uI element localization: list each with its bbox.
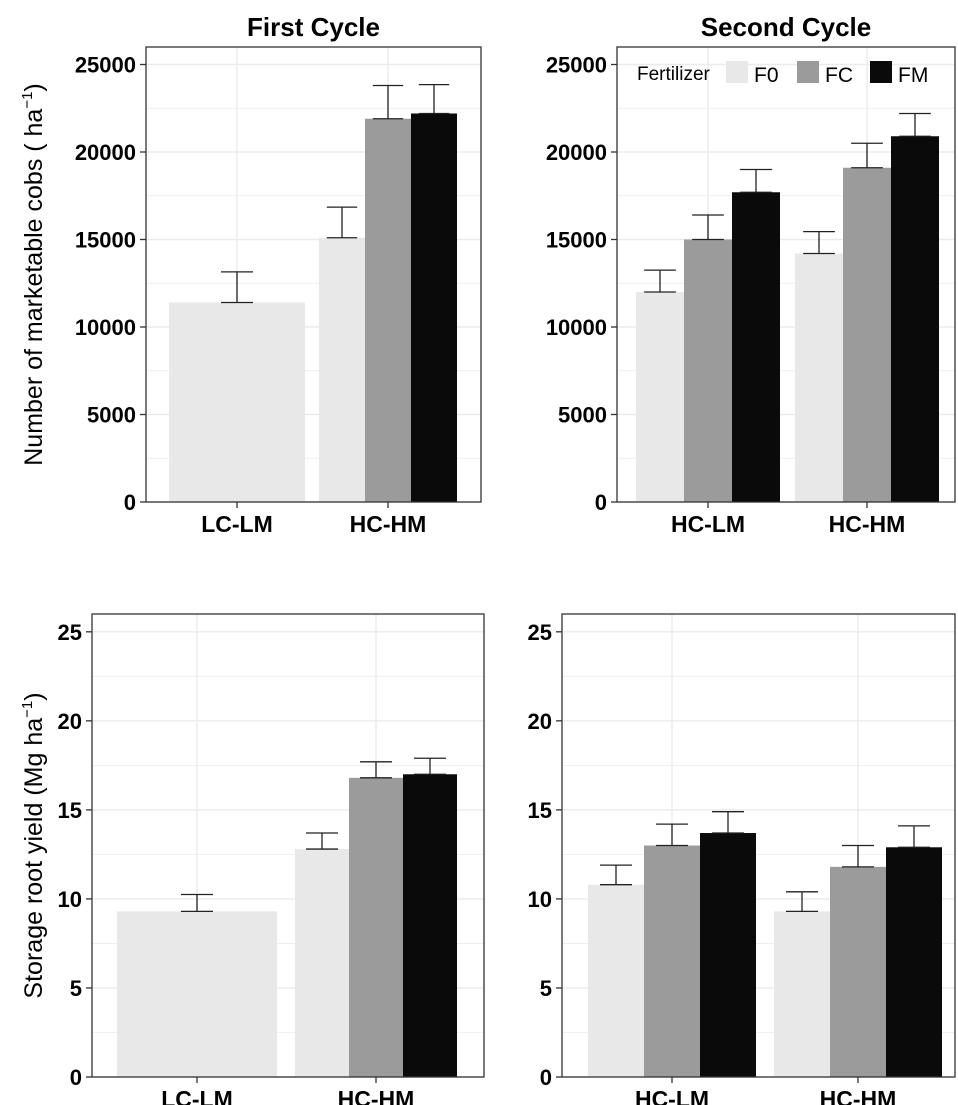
y-tick-label: 5: [70, 976, 82, 1001]
panel-second-cycle-cobs: 0 5000 10000 15000 20000 25000 HC-LM HC-HM Secon…: [546, 12, 956, 537]
x-tick-label: HC-HM: [820, 1086, 897, 1105]
x-tick-label: LC-LM: [161, 1086, 233, 1105]
bar-fc-hc-hm: [349, 777, 403, 1077]
y-tick-label: 5000: [558, 403, 607, 428]
x-tick-label: HC-LM: [635, 1086, 709, 1105]
y-tick-label: 25: [58, 620, 82, 645]
legend-swatch-fm: [870, 61, 892, 83]
bar-fc-hc-hm: [365, 118, 411, 502]
legend-swatch-fc: [797, 61, 819, 83]
y-tick-label: 5: [540, 976, 552, 1001]
y-tick-label: 5000: [87, 403, 136, 428]
y-tick-label: 10000: [546, 315, 607, 340]
x-tick-label: HC-HM: [338, 1086, 415, 1105]
plot-frame: [616, 46, 956, 503]
y-tick-label: 0: [124, 490, 136, 515]
y-axis-label: Storage root yield (Mg ha−1): [19, 692, 48, 998]
legend-swatch-f0: [726, 61, 748, 83]
x-tick-label: HC-HM: [829, 511, 906, 537]
bar-fc-hc-lm: [644, 845, 700, 1077]
y-tick-label: 25000: [75, 53, 136, 78]
bar-f0-hc-hm: [319, 237, 365, 502]
chart-title: First Cycle: [247, 12, 380, 42]
bar-fm-hc-hm: [886, 847, 942, 1077]
bar-f0-hc-lm: [588, 884, 644, 1077]
y-tick-label: 15000: [75, 228, 136, 253]
bar-f0-lc-lm: [169, 302, 305, 502]
y-tick-label: 15: [528, 798, 552, 823]
plot-frame: [561, 613, 956, 1078]
y-tick-label: 20000: [75, 140, 136, 165]
bar-f0-hc-hm: [795, 253, 843, 502]
plot-frame: [91, 613, 485, 1078]
bar-fc-hc-lm: [684, 239, 732, 502]
bar-fm-hc-lm: [732, 192, 780, 502]
y-tick-label: 25000: [546, 53, 607, 78]
legend-label-f0: F0: [754, 64, 779, 87]
legend-title: Fertilizer: [637, 64, 711, 85]
x-tick-label: HC-LM: [671, 511, 745, 537]
bar-fm-hc-lm: [700, 833, 756, 1077]
panel-second-cycle-root-yield: 0 5 10 15 20 25 HC-LM HC-HM: [528, 613, 956, 1105]
y-tick-label: 20: [58, 709, 82, 734]
panel-first-cycle-root-yield: 0 5 10 15 20 25 LC-LM HC-HM Storage root yield (…: [19, 613, 485, 1105]
y-axis-label: Number of marketable cobs ( ha−1): [19, 83, 48, 466]
y-tick-label: 25: [528, 620, 552, 645]
y-tick-label: 0: [70, 1065, 82, 1090]
y-tick-label: 0: [595, 490, 607, 515]
bar-fc-hc-hm: [843, 167, 891, 502]
bar-f0-hc-hm: [295, 849, 349, 1077]
y-tick-label: 15000: [546, 228, 607, 253]
y-tick-label: 10000: [75, 315, 136, 340]
legend-label-fc: FC: [825, 64, 853, 87]
y-tick-label: 20000: [546, 140, 607, 165]
legend-label-fm: FM: [898, 64, 928, 87]
bar-fm-hc-hm: [403, 774, 457, 1077]
x-tick-label: LC-LM: [201, 511, 273, 537]
plot-frame: [145, 46, 482, 503]
x-tick-label: HC-HM: [350, 511, 427, 537]
y-tick-label: 10: [528, 887, 552, 912]
y-tick-label: 15: [58, 798, 82, 823]
legend: Fertilizer F0 FC FM: [637, 61, 928, 87]
chart-title: Second Cycle: [701, 12, 872, 42]
bar-fc-hc-hm: [830, 866, 886, 1077]
y-tick-label: 20: [528, 709, 552, 734]
bar-f0-hc-lm: [636, 292, 684, 502]
panel-first-cycle-cobs: 0 5000 10000 15000 20000 25000 LC-LM HC-HM First…: [19, 12, 482, 537]
bar-fm-hc-hm: [411, 113, 457, 502]
y-tick-label: 10: [58, 887, 82, 912]
bar-f0-hc-hm: [774, 911, 830, 1077]
bar-f0-lc-lm: [117, 911, 277, 1077]
y-tick-label: 0: [540, 1065, 552, 1090]
bar-fm-hc-hm: [891, 136, 939, 502]
